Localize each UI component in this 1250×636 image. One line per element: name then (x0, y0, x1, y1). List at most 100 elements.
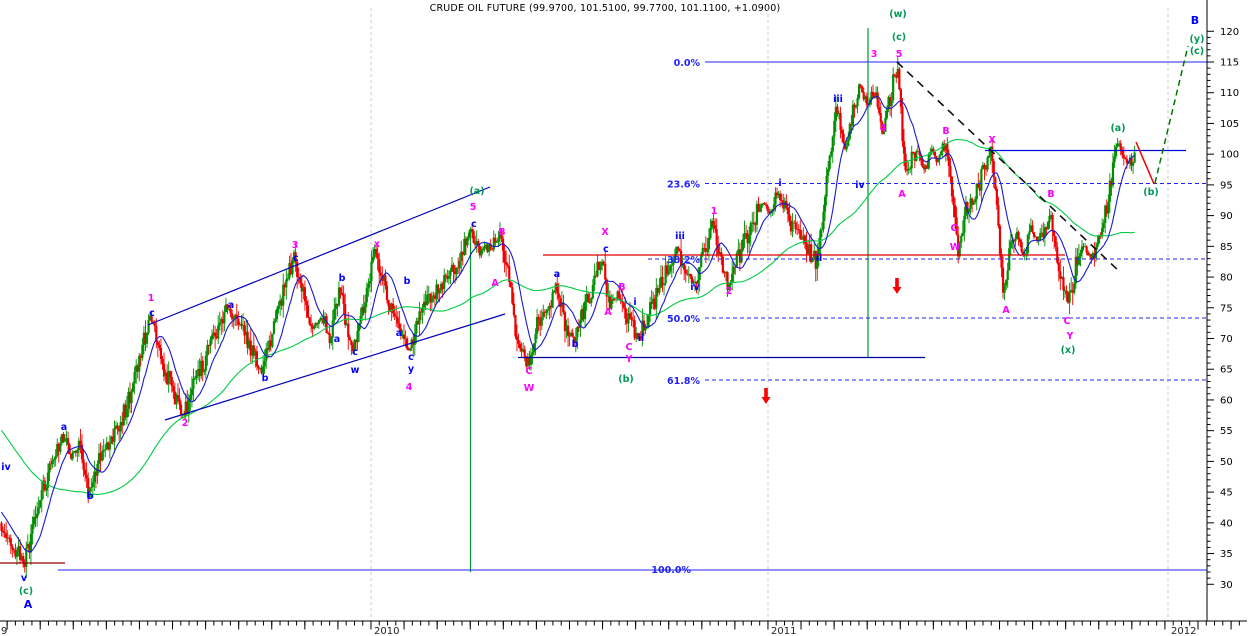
wave-label: b (339, 273, 346, 284)
wave-label: 5 (896, 49, 903, 60)
wave-label: (w) (889, 9, 906, 20)
wave-label: c (293, 253, 299, 264)
y-axis-price-label: 30 (1220, 580, 1233, 591)
wave-label: 2 (182, 418, 189, 429)
wave-label: c (603, 244, 609, 255)
wave-label: B (1047, 189, 1054, 200)
wave-label: v (21, 573, 28, 584)
wave-label: i (633, 297, 636, 308)
y-axis-price-label: 35 (1220, 549, 1233, 560)
wave-label: 4 (406, 382, 413, 393)
wave-label: w (351, 365, 360, 376)
wave-label: C (626, 342, 633, 353)
wave-label: (c) (892, 32, 906, 43)
wave-label: 1 (148, 293, 155, 304)
fib-level-label: 38.2% (667, 255, 700, 266)
y-axis-price-label: 40 (1220, 518, 1233, 529)
y-axis-price-label: 75 (1220, 303, 1233, 314)
wave-label: A (491, 278, 499, 289)
wave-label: iv (855, 180, 865, 191)
y-axis-price-label: 80 (1220, 273, 1233, 284)
wave-label: iv (1, 462, 11, 473)
wave-label: a (228, 300, 234, 311)
y-axis-price-label: 120 (1220, 27, 1239, 38)
wave-label: W (524, 383, 535, 394)
wave-label: b (404, 276, 411, 287)
y-axis-price-label: 50 (1220, 457, 1233, 468)
x-axis-year-label-partial: 9 (1, 626, 7, 636)
candlesticks (0, 56, 1136, 578)
y-axis-price-label: 60 (1220, 395, 1233, 406)
wave-label: B (942, 126, 949, 137)
y-axis-price-label: 55 (1220, 426, 1233, 437)
wave-label: y (408, 364, 415, 375)
wave-label: A (604, 307, 612, 318)
y-axis-price-label: 65 (1220, 365, 1233, 376)
wave-label: C (1064, 316, 1071, 327)
wave-label: c (352, 347, 358, 358)
projection-down-to-b (1135, 141, 1155, 185)
wave-label: B (498, 227, 505, 238)
wave-label: 1 (711, 206, 718, 217)
wave-label: c (471, 219, 477, 230)
wave-label: ii (816, 253, 823, 264)
wave-label: a (61, 422, 67, 433)
wave-label: A (1002, 305, 1010, 316)
y-axis-price-label: 100 (1220, 150, 1239, 161)
channel-lower-line (164, 313, 506, 421)
wave-label: B (1191, 14, 1199, 27)
wave-label: Y (625, 354, 633, 365)
wave-label: A (898, 189, 906, 200)
wave-label: c (408, 352, 414, 363)
wave-label: (a) (469, 186, 484, 197)
wave-label: a (334, 334, 340, 345)
downtrend-dashed-line (896, 61, 1121, 273)
fib-level-label: 100.0% (651, 565, 691, 576)
fib-level-label: 23.6% (667, 180, 700, 191)
wave-label: b (262, 373, 269, 384)
wave-label: (y) (1190, 34, 1205, 45)
y-axis-price-label: 95 (1220, 180, 1233, 191)
y-axis-price-label: 70 (1220, 334, 1233, 345)
wave-label: (c) (1190, 46, 1204, 57)
x-axis-year-label: 2012 (1171, 626, 1196, 636)
wave-label: c (149, 308, 155, 319)
channel-upper-line (147, 186, 491, 326)
wave-label: 3 (871, 49, 878, 60)
y-axis-price-label: 85 (1220, 242, 1233, 253)
wave-label: C (526, 366, 533, 377)
wave-label: a (396, 328, 402, 339)
wave-label: (b) (1143, 187, 1158, 198)
ma-slow-line (1, 138, 1135, 495)
wave-label: (x) (1061, 345, 1076, 356)
wave-label: a (554, 269, 560, 280)
wave-label: (b) (618, 374, 633, 385)
wave-label: Y (1066, 331, 1074, 342)
y-axis-price-label: 110 (1220, 88, 1239, 99)
y-axis-price-label: 45 (1220, 488, 1233, 499)
wave-label: 2 (726, 286, 733, 297)
wave-label: x (374, 239, 380, 250)
wave-label: W (950, 242, 961, 253)
wave-label: A (24, 598, 33, 611)
wave-label: (a) (1110, 123, 1125, 134)
wave-label: iv (690, 282, 700, 293)
x-axis-year-label: 2011 (771, 626, 796, 636)
alert-down-arrow (761, 388, 771, 404)
x-axis-year-label: 2010 (374, 626, 399, 636)
wave-label: b (572, 339, 579, 350)
wave-label: B (618, 282, 625, 293)
wave-label: iii (675, 231, 685, 242)
y-axis-price-label: 105 (1220, 119, 1239, 130)
ma-fast-line (1, 95, 1135, 553)
wave-label: (c) (19, 586, 33, 597)
fib-level-label: 50.0% (667, 314, 700, 325)
chart-title: CRUDE OIL FUTURE (99.9700, 101.5100, 99.… (429, 3, 781, 14)
y-axis-price-label: 90 (1220, 211, 1233, 222)
wave-label: 3 (292, 240, 299, 251)
wave-label: C (951, 223, 958, 234)
y-axis-price-label: 115 (1220, 58, 1239, 69)
projection-up-to-y (1154, 45, 1189, 184)
